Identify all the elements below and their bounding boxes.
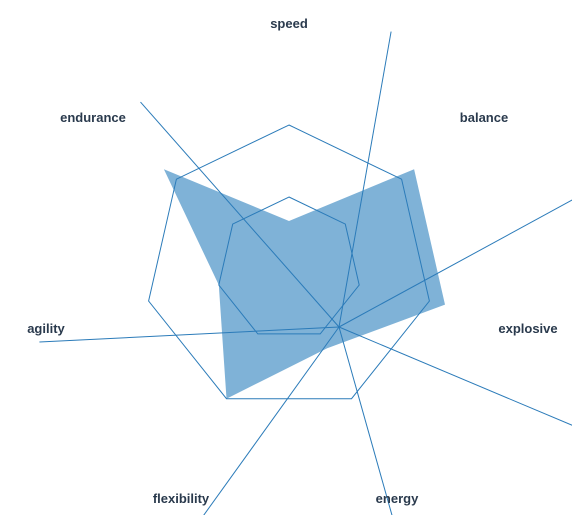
grid-layer (148, 124, 430, 400)
data-area-layer (163, 169, 445, 399)
axis-line-flexibility (203, 326, 340, 515)
axis-label-speed: speed (270, 16, 308, 31)
axis-line-explosive (338, 326, 572, 426)
label-layer: speed balance explosive energy flexibili… (27, 16, 557, 506)
axis-line-agility (39, 326, 340, 343)
axis-label-endurance: endurance (60, 110, 126, 125)
axis-line-speed (338, 31, 392, 328)
grid-ring-2 (148, 124, 430, 400)
axis-label-agility: agility (27, 321, 65, 336)
grid-ring-1 (218, 196, 360, 335)
axis-line-balance (338, 199, 572, 328)
axis-label-balance: balance (460, 110, 508, 125)
axis-layer (39, 31, 572, 515)
axis-line-endurance (140, 101, 340, 328)
axis-label-explosive: explosive (498, 321, 557, 336)
data-area (163, 169, 445, 399)
axis-label-flexibility: flexibility (153, 491, 210, 506)
axis-line-energy (338, 326, 393, 515)
axis-label-energy: energy (376, 491, 419, 506)
